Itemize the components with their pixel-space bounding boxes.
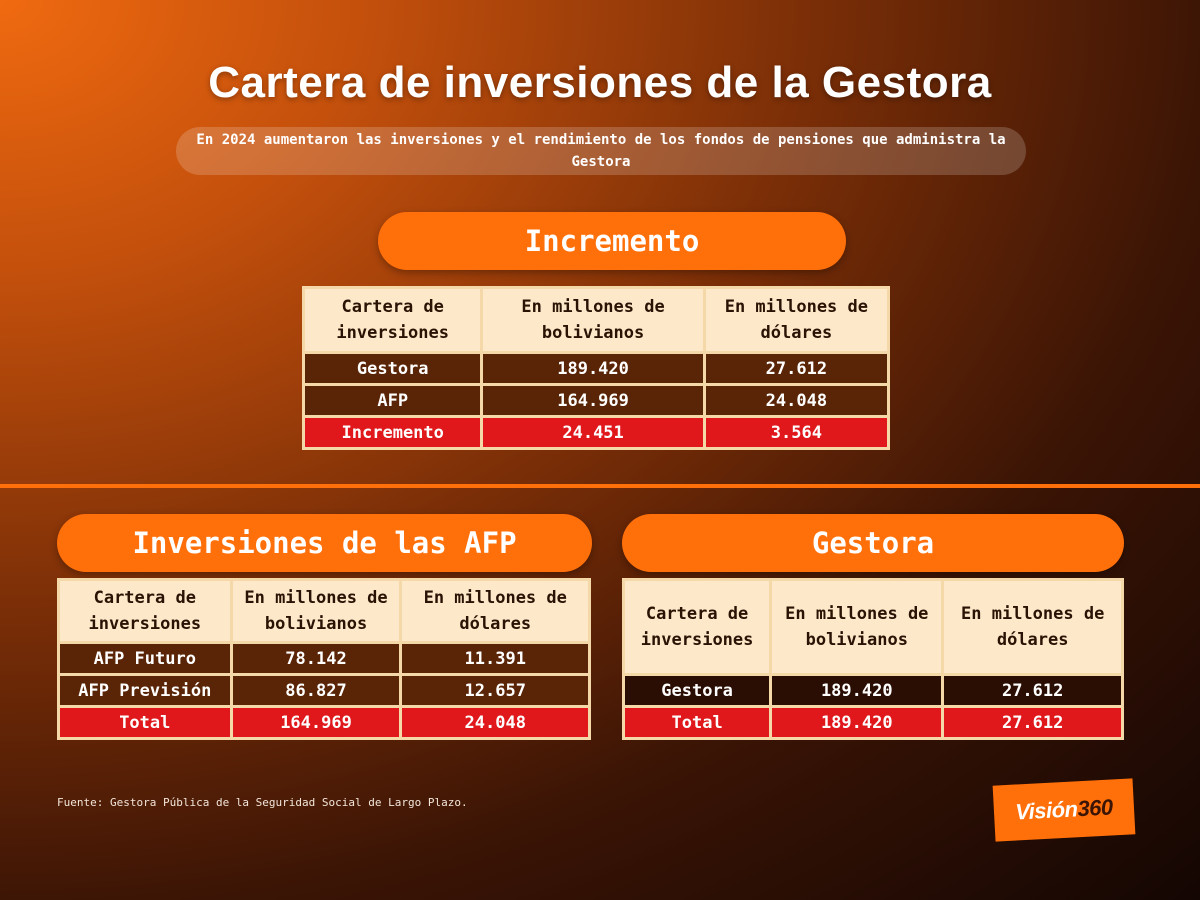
table-header-row: Cartera de inversiones En millones de bo… xyxy=(57,578,591,644)
table-cell: 27.612 xyxy=(941,705,1124,740)
table-row: Gestora 189.420 27.612 xyxy=(301,351,891,386)
table-row: AFP 164.969 24.048 xyxy=(301,383,891,418)
table-cell: 164.969 xyxy=(229,705,403,740)
table-cell: 189.420 xyxy=(769,673,945,708)
column-header: Cartera de inversiones xyxy=(621,578,773,676)
table-row: AFP Futuro 78.142 11.391 xyxy=(57,641,591,676)
table-cell: 189.420 xyxy=(480,351,706,386)
afp-heading: Inversiones de las AFP xyxy=(57,514,592,572)
incremento-heading: Incremento xyxy=(378,212,846,270)
table-cell: 3.564 xyxy=(702,415,891,450)
page-title: Cartera de inversiones de la Gestora xyxy=(208,58,992,107)
table-cell: Gestora xyxy=(621,673,773,708)
table-cell: 12.657 xyxy=(399,673,591,708)
table-total-row: Incremento 24.451 3.564 xyxy=(301,415,891,450)
table-cell: Total xyxy=(57,705,233,740)
column-header: En millones de bolivianos xyxy=(769,578,945,676)
table-cell: 189.420 xyxy=(769,705,945,740)
gestora-table: Cartera de inversiones En millones de bo… xyxy=(621,578,1124,740)
afp-table: Cartera de inversiones En millones de bo… xyxy=(57,578,591,740)
table-cell: 78.142 xyxy=(229,641,403,676)
column-header: En millones de bolivianos xyxy=(229,578,403,644)
table-cell: 24.048 xyxy=(399,705,591,740)
table-header-row: Cartera de inversiones En millones de bo… xyxy=(621,578,1124,676)
column-header: En millones de bolivianos xyxy=(480,286,706,354)
table-cell: 11.391 xyxy=(399,641,591,676)
table-cell: AFP Previsión xyxy=(57,673,233,708)
incremento-table: Cartera de inversiones En millones de bo… xyxy=(301,286,891,450)
column-header: En millones de dólares xyxy=(702,286,891,354)
table-row: AFP Previsión 86.827 12.657 xyxy=(57,673,591,708)
table-cell: AFP xyxy=(301,383,484,418)
table-cell: 27.612 xyxy=(941,673,1124,708)
table-cell: 164.969 xyxy=(480,383,706,418)
table-cell: 86.827 xyxy=(229,673,403,708)
table-cell: 24.451 xyxy=(480,415,706,450)
table-cell: Incremento xyxy=(301,415,484,450)
gestora-heading: Gestora xyxy=(622,514,1124,572)
table-cell: 24.048 xyxy=(702,383,891,418)
vision360-logo: Visión 360 xyxy=(992,778,1136,842)
column-header: Cartera de inversiones xyxy=(57,578,233,644)
subtitle-banner: En 2024 aumentaron las inversiones y el … xyxy=(176,127,1026,175)
table-cell: 27.612 xyxy=(702,351,891,386)
source-note: Fuente: Gestora Pública de la Seguridad … xyxy=(57,796,468,809)
table-cell: Gestora xyxy=(301,351,484,386)
logo-word: Visión xyxy=(1014,796,1079,825)
section-divider xyxy=(0,484,1200,488)
table-header-row: Cartera de inversiones En millones de bo… xyxy=(301,286,891,354)
column-header: Cartera de inversiones xyxy=(301,286,484,354)
table-row: Gestora 189.420 27.612 xyxy=(621,673,1124,708)
column-header: En millones de dólares xyxy=(941,578,1124,676)
table-cell: AFP Futuro xyxy=(57,641,233,676)
table-cell: Total xyxy=(621,705,773,740)
table-total-row: Total 189.420 27.612 xyxy=(621,705,1124,740)
column-header: En millones de dólares xyxy=(399,578,591,644)
logo-number: 360 xyxy=(1076,794,1114,822)
table-total-row: Total 164.969 24.048 xyxy=(57,705,591,740)
